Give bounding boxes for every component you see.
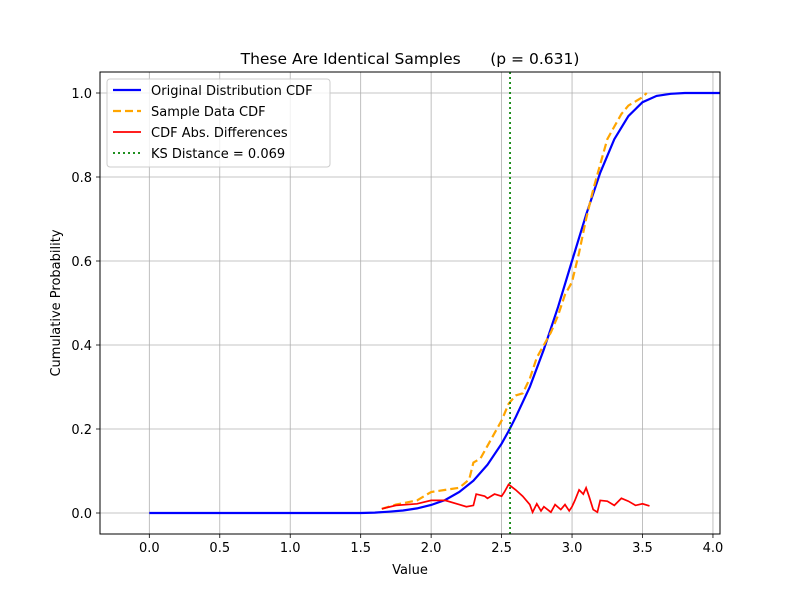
- x-tick-label: 2.0: [421, 541, 442, 556]
- legend-label-sample-cdf: Sample Data CDF: [151, 105, 266, 120]
- x-tick-label: 3.0: [562, 541, 583, 556]
- legend-label-abs-differences: CDF Abs. Differences: [151, 126, 288, 141]
- cdf-abs-differences-line: [381, 483, 650, 515]
- legend: Original Distribution CDF Sample Data CD…: [106, 78, 331, 168]
- y-tick-label: 0.8: [71, 171, 92, 186]
- x-tick-label: 3.5: [632, 541, 653, 556]
- x-tick-label: 4.0: [703, 541, 724, 556]
- axes-frame: [99, 71, 721, 535]
- y-axis-label: Cumulative Probability: [49, 229, 64, 376]
- y-tick-label: 0.4: [71, 339, 92, 354]
- y-tick-label: 0.0: [71, 507, 92, 522]
- y-tick-label: 1.0: [71, 87, 92, 102]
- chart-title: These Are Identical Samples (p = 0.631): [240, 50, 580, 68]
- sample-data-cdf-line: [381, 92, 648, 510]
- x-tick-label: 0.5: [209, 541, 230, 556]
- x-tick-label: 1.0: [280, 541, 301, 556]
- legend-label-ks-distance: KS Distance = 0.069: [151, 147, 285, 162]
- x-tick-label: 1.5: [350, 541, 371, 556]
- plot-series: [149, 72, 720, 534]
- y-tick-label: 0.6: [71, 255, 92, 270]
- x-tick-label: 2.5: [491, 541, 512, 556]
- axis-ticks: 0.0 0.5 1.0 1.5 2.0 2.5 3.0 3.5 4.0 0.0 0.2 0.4 0.6 0…: [71, 87, 723, 556]
- x-tick-label: 0.0: [139, 541, 160, 556]
- legend-box: [106, 78, 331, 168]
- legend-label-original-cdf: Original Distribution CDF: [151, 84, 313, 99]
- y-tick-label: 0.2: [71, 423, 92, 438]
- original-distribution-cdf-line: [149, 91, 720, 515]
- x-axis-label: Value: [392, 563, 428, 578]
